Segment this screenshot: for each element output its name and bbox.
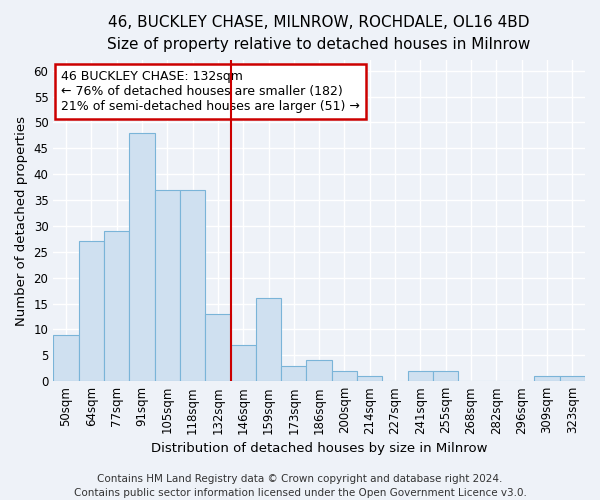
Bar [205, 314, 230, 381]
Bar [79, 242, 104, 381]
Bar [230, 345, 256, 381]
X-axis label: Distribution of detached houses by size in Milnrow: Distribution of detached houses by size … [151, 442, 487, 455]
Bar [433, 371, 458, 381]
Bar [357, 376, 382, 381]
Title: 46, BUCKLEY CHASE, MILNROW, ROCHDALE, OL16 4BD
Size of property relative to deta: 46, BUCKLEY CHASE, MILNROW, ROCHDALE, OL… [107, 15, 531, 52]
Bar [307, 360, 332, 381]
Bar [535, 376, 560, 381]
Text: 46 BUCKLEY CHASE: 132sqm
← 76% of detached houses are smaller (182)
21% of semi-: 46 BUCKLEY CHASE: 132sqm ← 76% of detach… [61, 70, 360, 113]
Bar [560, 376, 585, 381]
Bar [408, 371, 433, 381]
Bar [180, 190, 205, 381]
Bar [155, 190, 180, 381]
Bar [332, 371, 357, 381]
Y-axis label: Number of detached properties: Number of detached properties [15, 116, 28, 326]
Bar [53, 334, 79, 381]
Bar [104, 231, 129, 381]
Bar [281, 366, 307, 381]
Bar [256, 298, 281, 381]
Text: Contains HM Land Registry data © Crown copyright and database right 2024.
Contai: Contains HM Land Registry data © Crown c… [74, 474, 526, 498]
Bar [129, 133, 155, 381]
